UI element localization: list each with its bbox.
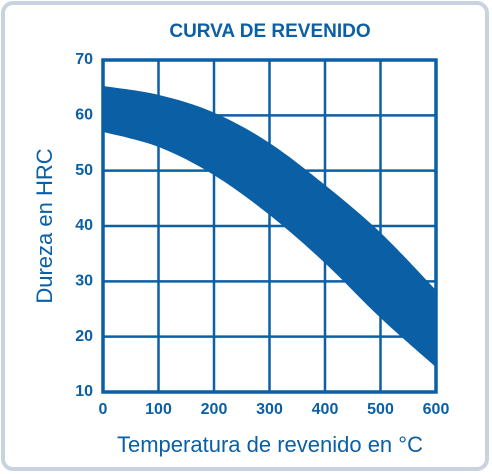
x-axis-label: Temperatura de revenido en °C <box>117 432 423 457</box>
y-tick-label: 30 <box>75 273 93 290</box>
y-axis-label: Dureza en HRC <box>32 148 57 303</box>
x-tick-label: 0 <box>99 401 108 418</box>
y-tick-label: 20 <box>75 328 93 345</box>
y-tick-label: 50 <box>75 162 93 179</box>
chart-title: CURVA DE REVENIDO <box>169 21 370 42</box>
x-tick-label: 500 <box>367 401 394 418</box>
x-tick-label: 200 <box>201 401 228 418</box>
y-tick-label: 60 <box>75 107 93 124</box>
hardness-band <box>103 86 436 368</box>
y-tick-label: 70 <box>75 51 93 68</box>
x-tick-label: 100 <box>145 401 172 418</box>
plot-frame <box>101 58 438 394</box>
y-tick-label: 40 <box>75 217 93 234</box>
x-tick-label: 400 <box>312 401 339 418</box>
y-tick-label: 10 <box>75 383 93 400</box>
x-tick-label: 600 <box>423 401 450 418</box>
x-tick-label: 300 <box>256 401 283 418</box>
